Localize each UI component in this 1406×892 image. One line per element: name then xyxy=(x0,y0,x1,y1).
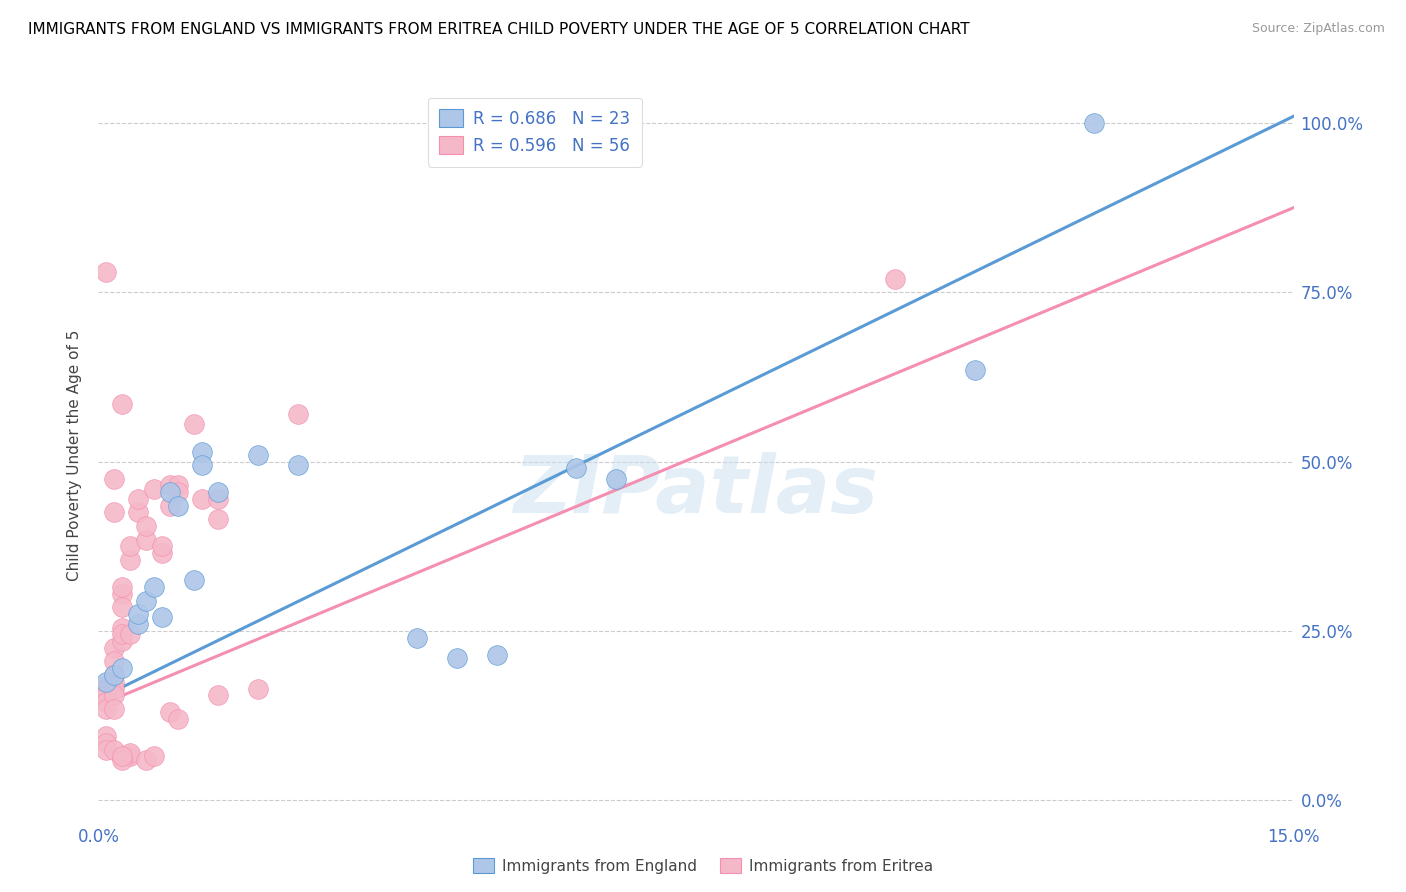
Point xyxy=(96,265,118,279)
Point xyxy=(111,600,134,615)
Point xyxy=(127,491,149,506)
Point xyxy=(884,272,907,286)
Point xyxy=(191,458,214,472)
Point xyxy=(120,749,142,764)
Point xyxy=(135,519,157,533)
Point xyxy=(127,617,149,632)
Point xyxy=(120,627,142,641)
Point xyxy=(963,363,986,377)
Point xyxy=(127,506,149,520)
Point xyxy=(191,491,214,506)
Text: IMMIGRANTS FROM ENGLAND VS IMMIGRANTS FROM ERITREA CHILD POVERTY UNDER THE AGE O: IMMIGRANTS FROM ENGLAND VS IMMIGRANTS FR… xyxy=(28,22,970,37)
Point xyxy=(103,655,125,669)
Point xyxy=(167,478,190,492)
Point xyxy=(96,681,118,696)
Point xyxy=(159,499,181,513)
Point xyxy=(167,485,190,500)
Point xyxy=(246,448,269,462)
Point xyxy=(96,689,118,703)
Point xyxy=(135,533,157,547)
Text: Source: ZipAtlas.com: Source: ZipAtlas.com xyxy=(1251,22,1385,36)
Point xyxy=(111,621,134,635)
Point xyxy=(159,706,181,720)
Point xyxy=(111,397,134,411)
Point xyxy=(135,753,157,767)
Point xyxy=(103,668,125,682)
Point xyxy=(127,607,149,621)
Point xyxy=(103,742,125,756)
Point xyxy=(167,712,190,726)
Point xyxy=(120,553,142,567)
Point xyxy=(143,580,166,594)
Point xyxy=(111,661,134,675)
Point xyxy=(103,506,125,520)
Legend: Immigrants from England, Immigrants from Eritrea: Immigrants from England, Immigrants from… xyxy=(467,852,939,880)
Point xyxy=(96,742,118,756)
Point xyxy=(111,749,134,764)
Point xyxy=(103,674,125,689)
Point xyxy=(1083,116,1105,130)
Point xyxy=(246,681,269,696)
Point xyxy=(150,610,173,624)
Point xyxy=(150,539,173,553)
Point xyxy=(96,695,118,709)
Point xyxy=(103,681,125,696)
Point xyxy=(183,417,205,432)
Point xyxy=(159,485,181,500)
Point xyxy=(565,461,588,475)
Point xyxy=(207,689,229,703)
Text: ZIPatlas: ZIPatlas xyxy=(513,452,879,531)
Point xyxy=(207,485,229,500)
Point xyxy=(191,444,214,458)
Point xyxy=(159,478,181,492)
Point xyxy=(111,753,134,767)
Point xyxy=(111,587,134,601)
Point xyxy=(96,736,118,750)
Point xyxy=(96,674,118,689)
Point xyxy=(183,573,205,587)
Point xyxy=(605,472,627,486)
Point xyxy=(120,746,142,760)
Point xyxy=(96,729,118,743)
Y-axis label: Child Poverty Under the Age of 5: Child Poverty Under the Age of 5 xyxy=(67,329,83,581)
Point xyxy=(207,512,229,526)
Point xyxy=(103,472,125,486)
Point xyxy=(150,546,173,560)
Point xyxy=(103,689,125,703)
Point xyxy=(111,627,134,641)
Point xyxy=(485,648,508,662)
Point xyxy=(287,458,309,472)
Point xyxy=(207,491,229,506)
Point xyxy=(287,407,309,421)
Point xyxy=(103,668,125,682)
Legend: R = 0.686   N = 23, R = 0.596   N = 56: R = 0.686 N = 23, R = 0.596 N = 56 xyxy=(427,97,641,167)
Point xyxy=(135,593,157,607)
Point xyxy=(167,499,190,513)
Point xyxy=(406,631,429,645)
Point xyxy=(103,640,125,655)
Point xyxy=(111,634,134,648)
Point xyxy=(103,702,125,716)
Point xyxy=(96,678,118,692)
Point xyxy=(446,651,468,665)
Point xyxy=(120,539,142,553)
Point xyxy=(143,749,166,764)
Point xyxy=(143,482,166,496)
Point xyxy=(111,580,134,594)
Point xyxy=(96,702,118,716)
